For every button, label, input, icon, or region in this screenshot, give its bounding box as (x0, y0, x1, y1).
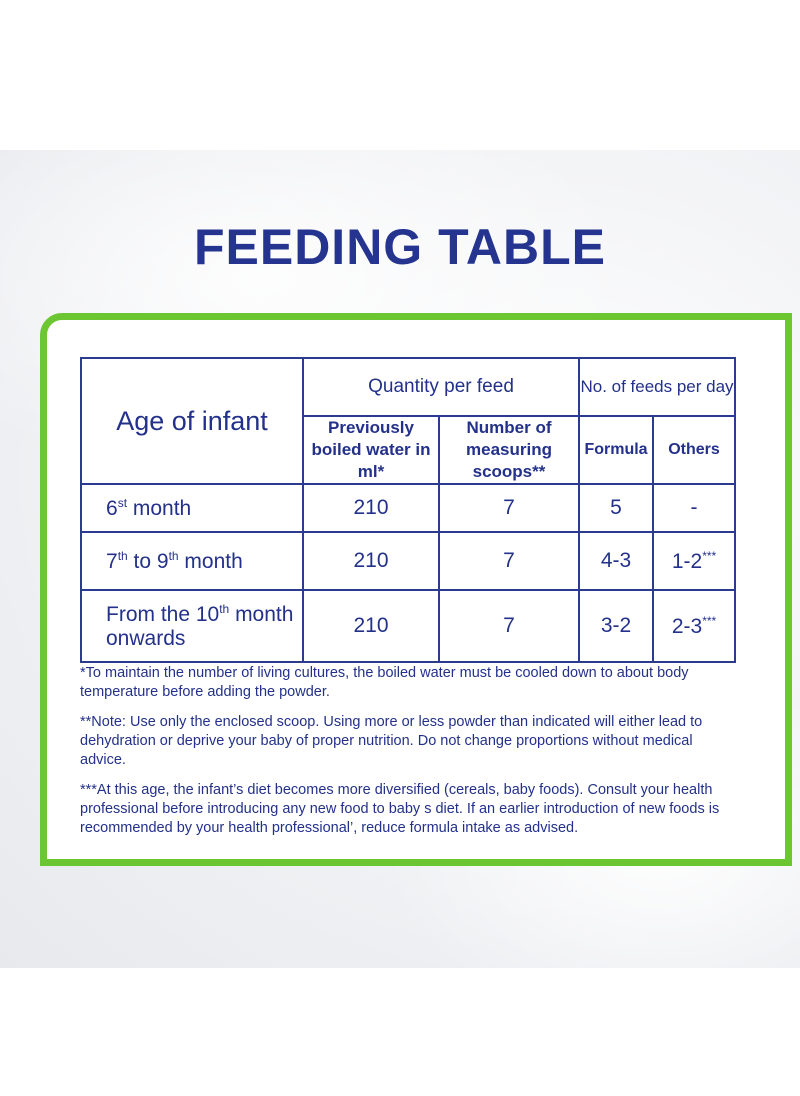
age-cell: From the 10th month onwards (80, 589, 304, 663)
footnote-scoop: **Note: Use only the enclosed scoop. Usi… (80, 714, 703, 768)
scoops-header: Number of measuring scoops** (437, 415, 581, 485)
formula-cell: 3-2 (578, 589, 655, 663)
scoops-cell: 7 (437, 483, 581, 533)
feeds-header: No. of feeds per day (578, 357, 737, 417)
scoops-cell: 7 (437, 589, 581, 663)
formula-cell: 5 (578, 483, 655, 533)
footnotes: *To maintain the number of living cultur… (80, 664, 740, 849)
formula-cell: 4-3 (578, 531, 655, 591)
water-cell: 210 (302, 531, 440, 591)
quantity-header: Quantity per feed (301, 357, 581, 417)
table-row: 7th to 9th month 210 7 4-3 1-2*** (80, 531, 737, 591)
table-row: 6st month 210 7 5 - (80, 483, 737, 533)
scoops-cell: 7 (437, 531, 581, 591)
table-header-row: Age of infant Quantity per feed No. of f… (80, 357, 737, 485)
others-cell: 2-3*** (652, 589, 737, 663)
page-title: FEEDING TABLE (193, 219, 607, 275)
formula-header: Formula (578, 415, 655, 485)
others-cell: - (652, 483, 737, 533)
water-cell: 210 (302, 589, 440, 663)
feeding-table: Age of infant Quantity per feed No. of f… (80, 357, 737, 663)
table-row: From the 10th month onwards 210 7 3-2 2-… (80, 589, 737, 663)
footnote-water: *To maintain the number of living cultur… (80, 665, 689, 700)
water-header: Previously boiled water in ml* (302, 415, 440, 485)
water-cell: 210 (302, 483, 440, 533)
others-cell: 1-2*** (652, 531, 737, 591)
footnote-diet: ***At this age, the infant’s diet become… (80, 782, 720, 836)
table-subheader-row: Previously boiled water in ml* Number of… (81, 415, 737, 485)
age-header: Age of infant (80, 357, 304, 485)
others-header: Others (652, 415, 737, 485)
age-cell: 7th to 9th month (80, 531, 304, 591)
age-cell: 6st month (80, 483, 304, 533)
